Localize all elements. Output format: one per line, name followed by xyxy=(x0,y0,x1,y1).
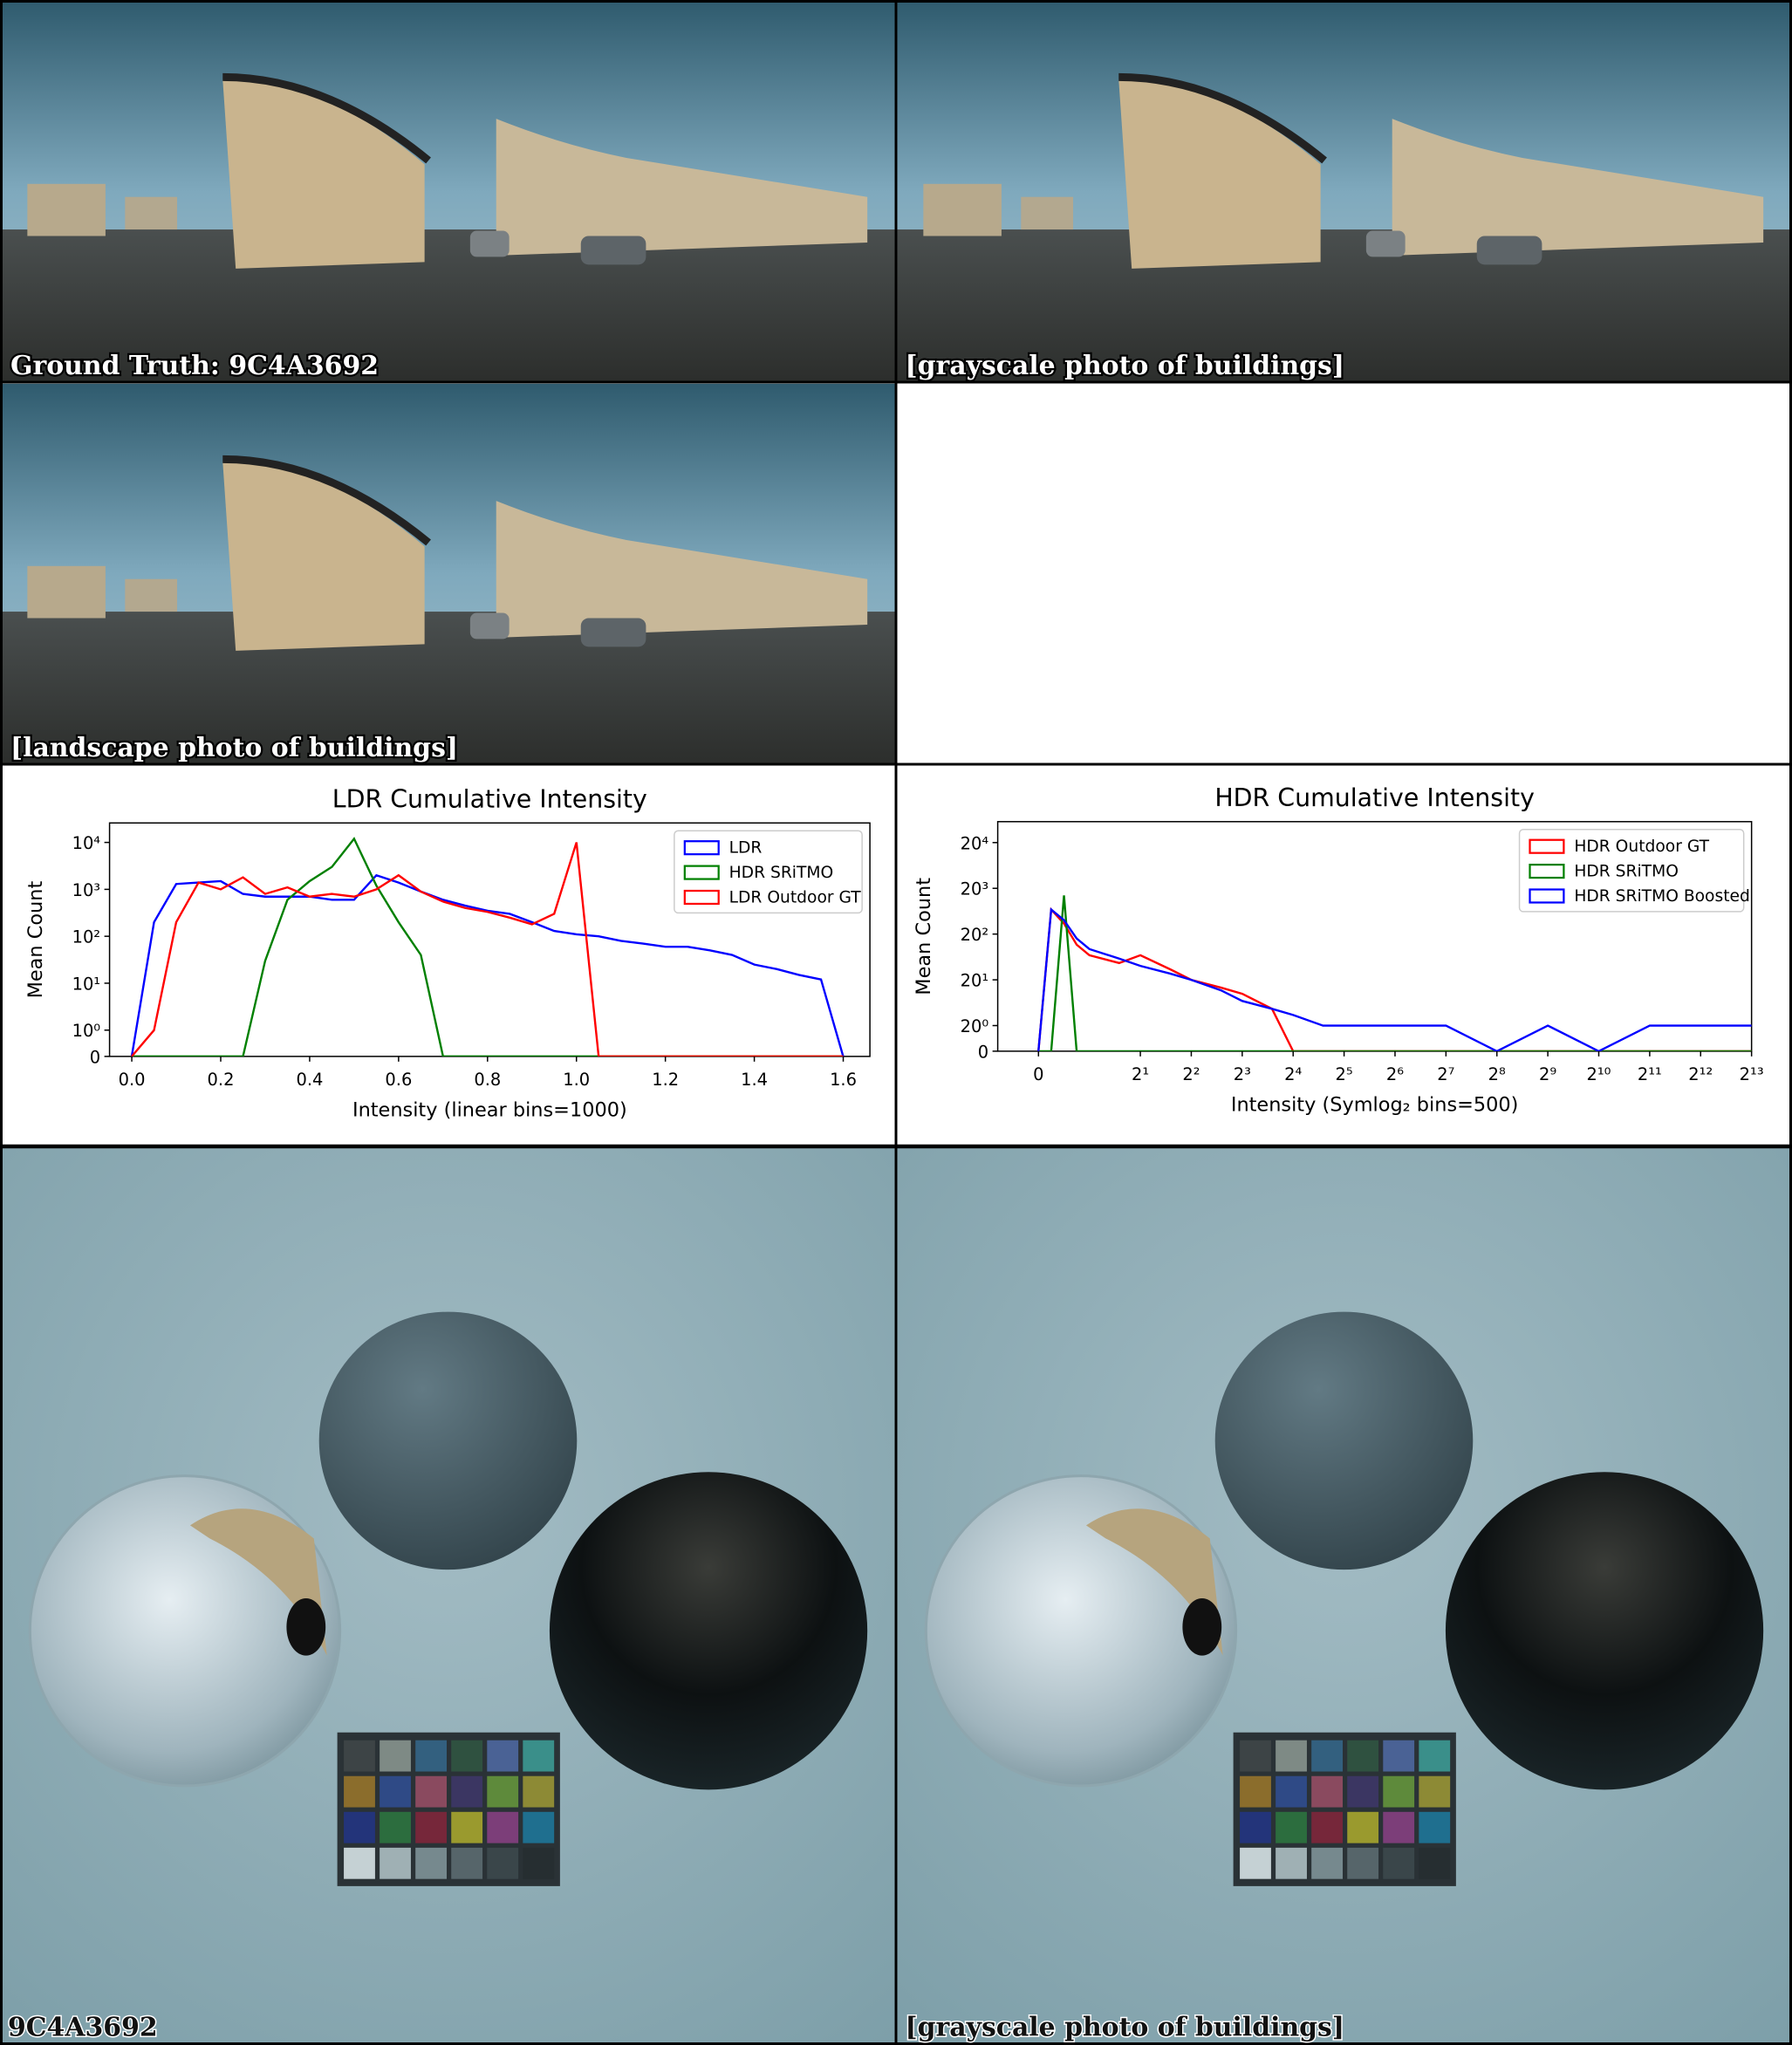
y-tick-label: 20¹ xyxy=(961,971,988,991)
x-tick-label: 2⁶ xyxy=(1386,1064,1404,1084)
panorama-ground-truth xyxy=(2,2,895,382)
x-tick-label: 2¹³ xyxy=(1740,1064,1764,1084)
x-tick-label: 2¹¹ xyxy=(1638,1064,1662,1084)
series-line xyxy=(131,837,844,1057)
render-right xyxy=(897,1147,1791,2044)
x-tick-label: 2⁸ xyxy=(1488,1064,1506,1084)
legend-label: HDR SRiTMO Boosted xyxy=(1574,887,1750,906)
legend-label: LDR xyxy=(729,839,763,858)
legend-label: HDR SRiTMO xyxy=(729,864,834,882)
y-axis-label: Mean Count xyxy=(913,878,935,995)
chart-title: HDR Cumulative Intensity xyxy=(1214,783,1535,812)
x-tick-label: 2¹ xyxy=(1132,1064,1149,1084)
y-tick-label: 20² xyxy=(961,925,988,945)
x-tick-label: 1.4 xyxy=(741,1070,768,1090)
x-tick-label: 0 xyxy=(1033,1064,1043,1084)
series-group xyxy=(1037,895,1752,1051)
panel-label: 9C4A3692 xyxy=(8,2013,158,2043)
y-tick-label: 10² xyxy=(72,927,101,947)
x-tick-label: 2² xyxy=(1182,1064,1200,1084)
y-tick-label: 10⁰ xyxy=(72,1021,101,1041)
panel-label: [grayscale photo of buildings] xyxy=(905,351,1344,381)
legend-label: HDR SRiTMO xyxy=(1574,863,1679,881)
x-tick-label: 2¹² xyxy=(1688,1064,1713,1084)
y-tick-label: 10³ xyxy=(72,880,101,900)
legend-swatch xyxy=(683,865,720,880)
x-tick-label: 0.8 xyxy=(474,1070,501,1090)
panorama-grayscale xyxy=(897,2,1790,382)
series-line xyxy=(1037,907,1752,1051)
series-line xyxy=(131,842,844,1057)
y-tick-label: 0 xyxy=(90,1047,100,1067)
x-tick-label: 0.6 xyxy=(385,1070,412,1090)
render-left xyxy=(1,1147,895,2044)
x-tick-label: 0.0 xyxy=(119,1070,146,1090)
x-tick-label: 2⁵ xyxy=(1336,1064,1353,1084)
legend-swatch xyxy=(1529,888,1565,904)
x-tick-label: 2⁷ xyxy=(1437,1064,1454,1084)
x-tick-label: 0.4 xyxy=(296,1070,323,1090)
y-axis-label: Mean Count xyxy=(24,881,47,999)
x-tick-label: 1.2 xyxy=(652,1070,679,1090)
x-tick-label: 0.2 xyxy=(208,1070,235,1090)
x-tick-label: 2¹⁰ xyxy=(1587,1064,1611,1084)
legend-label: HDR Outdoor GT xyxy=(1574,838,1709,856)
y-tick-label: 20⁴ xyxy=(961,833,989,853)
y-tick-label: 10¹ xyxy=(72,974,101,994)
legend-swatch xyxy=(1529,863,1565,879)
series-group xyxy=(130,837,845,1057)
legend xyxy=(674,830,863,914)
x-tick-label: 1.0 xyxy=(563,1070,590,1090)
panorama-landscape xyxy=(2,384,895,764)
series-line xyxy=(130,873,845,1057)
x-axis-label: Intensity (Symlog₂ bins=500) xyxy=(1231,1094,1519,1117)
x-tick-label: 2⁴ xyxy=(1284,1064,1302,1084)
y-tick-label: 20⁰ xyxy=(961,1016,989,1036)
legend-swatch xyxy=(683,840,720,856)
panel-label: Ground Truth: 9C4A3692 xyxy=(10,351,379,381)
chart-title: LDR Cumulative Intensity xyxy=(332,784,647,813)
legend-swatch xyxy=(683,889,720,906)
panel-label: [grayscale photo of buildings] xyxy=(905,2013,1344,2043)
y-tick-label: 10⁴ xyxy=(72,833,101,853)
y-tick-label: 20³ xyxy=(961,879,988,899)
x-axis-label: Intensity (linear bins=1000) xyxy=(352,1099,627,1122)
x-tick-label: 1.6 xyxy=(830,1070,857,1090)
x-tick-label: 2⁹ xyxy=(1539,1064,1556,1084)
x-tick-label: 2³ xyxy=(1234,1064,1251,1084)
y-tick-label: 0 xyxy=(978,1042,988,1062)
legend-swatch xyxy=(1529,838,1565,854)
panel-label: [landscape photo of buildings] xyxy=(10,733,458,763)
legend-label: LDR Outdoor GT xyxy=(729,888,862,906)
legend xyxy=(1518,829,1745,913)
series-line xyxy=(1037,906,1752,1051)
